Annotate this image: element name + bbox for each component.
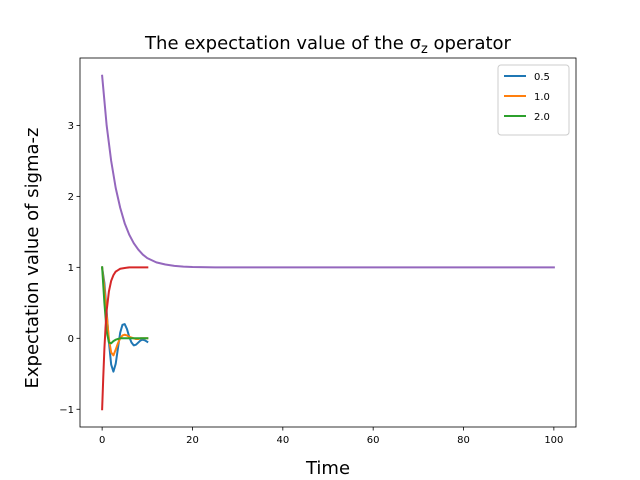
- x-tick-label: 80: [457, 435, 470, 446]
- legend-label: 2.0: [534, 112, 550, 123]
- y-axis-label: Expectation value of sigma-z: [22, 128, 43, 389]
- plot-area: [79, 57, 577, 428]
- y-axis: −1 0 1 2 3: [59, 121, 80, 416]
- x-tick-label: 100: [544, 435, 563, 446]
- y-tick-label: 2: [68, 192, 74, 203]
- y-tick-label: 0: [68, 334, 74, 345]
- legend: 0.5 1.0 2.0: [497, 64, 570, 136]
- legend-label: 0.5: [534, 72, 550, 83]
- x-axis-label: Time: [305, 458, 350, 479]
- x-tick-label: 20: [186, 435, 199, 446]
- series-line-5: [101, 74, 555, 269]
- legend-box: [497, 64, 570, 136]
- chart-title: The expectation value of the σz operator: [144, 33, 512, 57]
- y-tick-label: −1: [59, 405, 74, 416]
- x-tick-label: 60: [367, 435, 380, 446]
- x-tick-label: 40: [276, 435, 289, 446]
- series-lines: [100, 74, 555, 411]
- y-tick-label: 1: [68, 263, 74, 274]
- legend-label: 1.0: [534, 92, 550, 103]
- x-tick-label: 0: [99, 435, 105, 446]
- series-line-3: [101, 266, 149, 345]
- series-line-4: [101, 266, 149, 411]
- axes-frame: [79, 57, 577, 428]
- y-tick-label: 3: [68, 121, 74, 132]
- x-axis: 0 20 40 60 80 100: [99, 427, 563, 446]
